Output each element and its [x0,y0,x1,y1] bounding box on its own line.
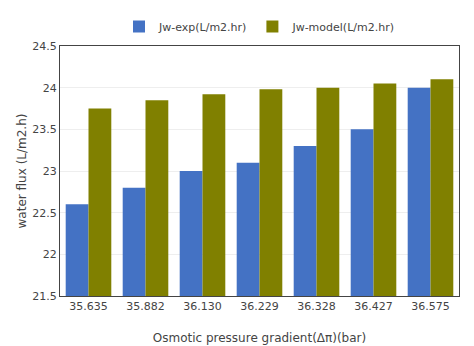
svg-text:23: 23 [43,165,57,178]
svg-text:24.5: 24.5 [32,40,57,53]
svg-text:23.5: 23.5 [32,123,57,136]
svg-text:21.5: 21.5 [32,290,57,303]
svg-text:22: 22 [43,248,57,261]
svg-text:36.575: 36.575 [411,300,450,313]
svg-text:Jw-exp(L/m2.hr): Jw-exp(L/m2.hr) [158,21,246,34]
svg-text:36.229: 36.229 [240,300,279,313]
svg-text:Osmotic pressure gradient(Δπ)(: Osmotic pressure gradient(Δπ)(bar) [153,331,366,345]
svg-text:36.427: 36.427 [354,300,393,313]
svg-text:water flux (L/m2.h): water flux (L/m2.h) [15,114,29,229]
svg-text:35.635: 35.635 [69,300,108,313]
svg-text:Jw-model(L/m2.hr): Jw-model(L/m2.hr) [291,21,394,34]
svg-text:24: 24 [43,82,57,95]
svg-text:35.882: 35.882 [126,300,165,313]
svg-text:36.328: 36.328 [297,300,336,313]
svg-text:22.5: 22.5 [32,207,57,220]
svg-text:36.130: 36.130 [183,300,222,313]
